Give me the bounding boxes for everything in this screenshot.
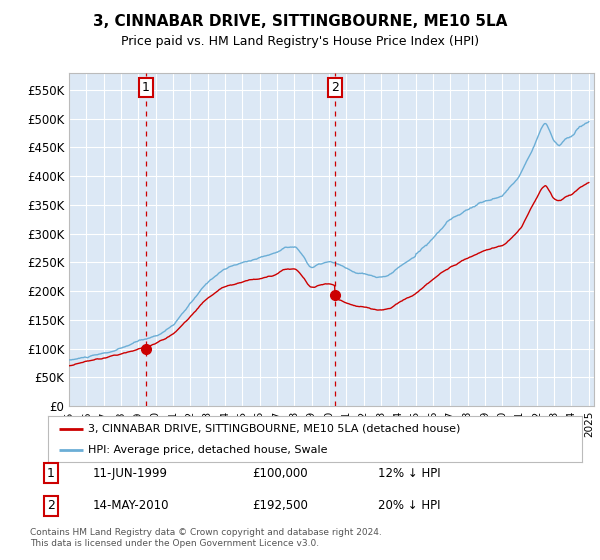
Text: 11-JUN-1999: 11-JUN-1999 [93,466,168,480]
Text: Contains HM Land Registry data © Crown copyright and database right 2024.
This d: Contains HM Land Registry data © Crown c… [30,528,382,548]
Text: 1: 1 [47,466,55,480]
Text: Price paid vs. HM Land Registry's House Price Index (HPI): Price paid vs. HM Land Registry's House … [121,35,479,48]
Text: 14-MAY-2010: 14-MAY-2010 [93,499,170,512]
Text: 1: 1 [142,81,150,94]
Text: 12% ↓ HPI: 12% ↓ HPI [378,466,440,480]
Text: 2: 2 [331,81,339,94]
Text: 3, CINNABAR DRIVE, SITTINGBOURNE, ME10 5LA: 3, CINNABAR DRIVE, SITTINGBOURNE, ME10 5… [93,14,507,29]
Text: 2: 2 [47,499,55,512]
Text: £192,500: £192,500 [252,499,308,512]
Text: 20% ↓ HPI: 20% ↓ HPI [378,499,440,512]
Text: 3, CINNABAR DRIVE, SITTINGBOURNE, ME10 5LA (detached house): 3, CINNABAR DRIVE, SITTINGBOURNE, ME10 5… [88,424,460,434]
Text: £100,000: £100,000 [252,466,308,480]
Text: HPI: Average price, detached house, Swale: HPI: Average price, detached house, Swal… [88,445,328,455]
